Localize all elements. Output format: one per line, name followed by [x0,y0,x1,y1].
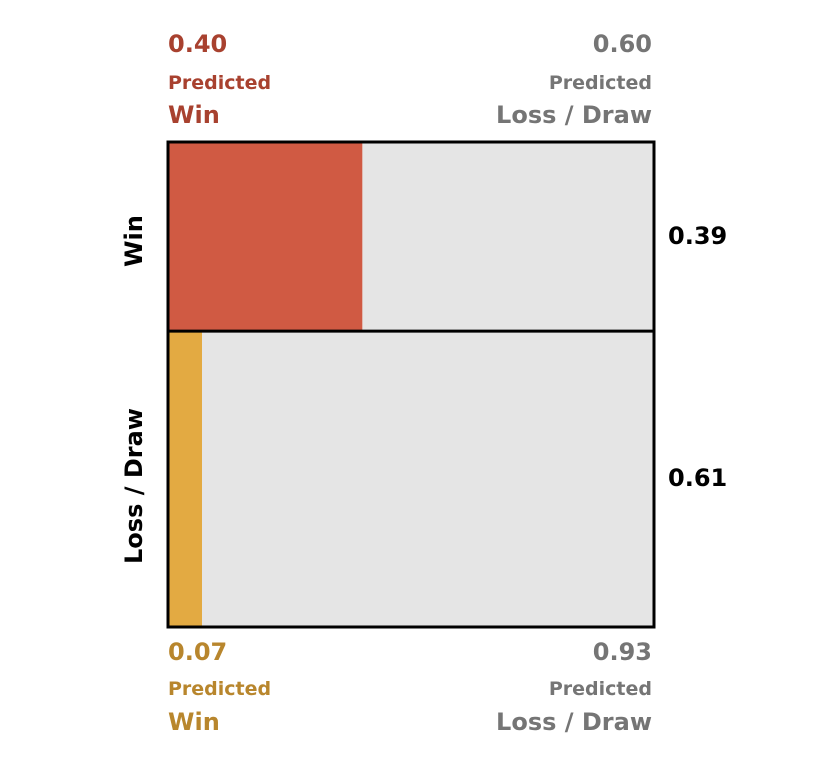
cell-actual-win-predicted-loss-draw [362,142,654,332]
bottom-predicted-win-class: Win [168,708,220,736]
bottom-predicted-win-caption: Predicted [168,678,272,700]
row-fraction-win: 0.39 [668,222,728,250]
cell-actual-loss-draw-predicted-win [168,331,203,627]
top-predicted-loss-class: Loss / Draw [496,101,652,129]
top-predicted-win-class: Win [168,101,220,129]
bottom-predicted-loss-value: 0.93 [592,638,652,666]
top-predicted-loss-caption: Predicted [548,72,652,94]
row-fraction-loss-draw: 0.61 [668,464,728,492]
plot-border [166,140,656,629]
bottom-predicted-loss-caption: Predicted [548,678,652,700]
bottom-predicted-loss-class: Loss / Draw [496,708,652,736]
bottom-predicted-win-value: 0.07 [168,638,228,666]
top-predicted-loss-value: 0.60 [592,30,652,58]
top-predicted-win-caption: Predicted [168,72,272,94]
cell-actual-loss-draw-predicted-loss-draw [202,331,654,627]
top-predicted-win-value: 0.40 [168,30,228,58]
cell-actual-win-predicted-win [168,142,363,332]
